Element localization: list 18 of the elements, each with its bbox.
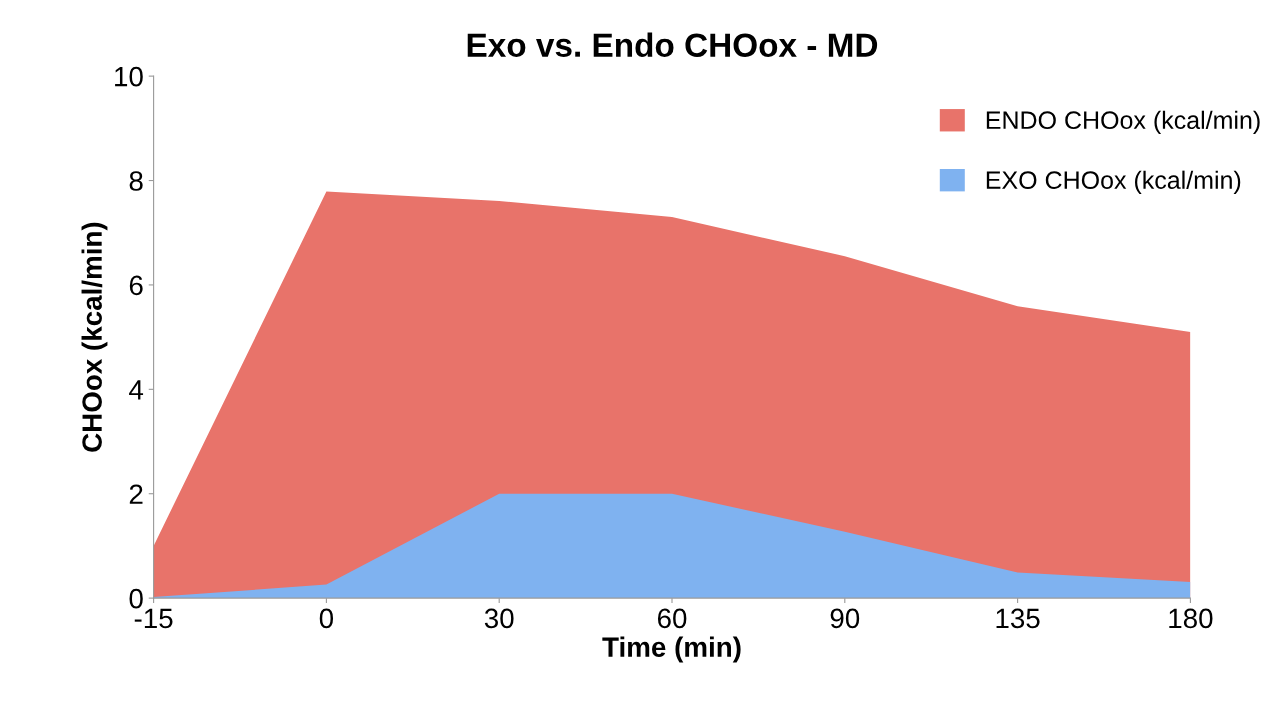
x-tick-label: 60 (657, 608, 687, 629)
y-tick-label: 8 (129, 171, 143, 191)
y-axis-title: CHOox (kcal/min) (81, 222, 108, 452)
x-axis-title: Time (min) (602, 636, 741, 663)
y-tick-label: 2 (129, 484, 143, 504)
x-tick-label: 0 (319, 608, 334, 629)
chart-title: Exo vs. Endo CHOox - MD (467, 32, 878, 58)
legend-label: ENDO CHOox (kcal/min) (986, 110, 1260, 134)
legend-label: EXO CHOox (kcal/min) (986, 170, 1241, 194)
y-tick-label: 10 (115, 66, 143, 87)
x-tick-label: -15 (134, 608, 173, 629)
x-tick-label: 30 (484, 608, 514, 629)
y-tick-label: 0 (129, 588, 143, 609)
x-tick-label: 90 (830, 608, 860, 629)
x-tick-label: 180 (1169, 608, 1213, 629)
y-tick-label: 4 (129, 380, 144, 400)
x-tick-label: 135 (996, 608, 1040, 629)
y-tick-label: 6 (129, 275, 143, 296)
